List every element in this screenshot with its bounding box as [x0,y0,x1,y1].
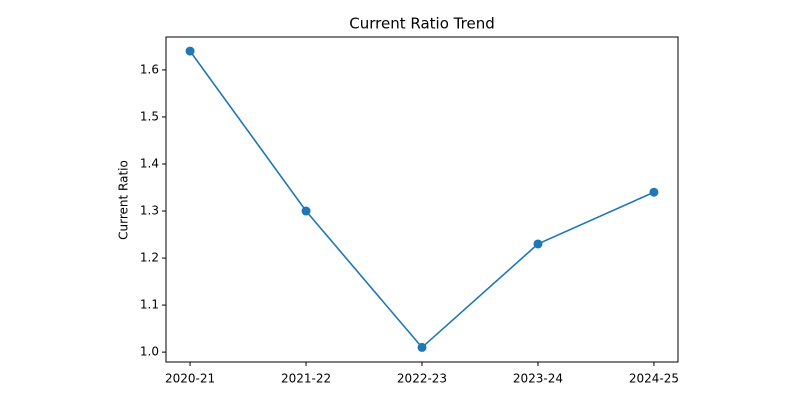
marker [301,206,311,216]
marker [649,187,659,197]
x-tick-label: 2023-24 [513,372,563,386]
chart-title: Current Ratio Trend [349,15,494,33]
x-tick-label: 2020-21 [165,372,215,386]
y-tick-label: 1.1 [140,298,159,312]
y-tick-label: 1.0 [140,345,159,359]
x-tick-label: 2022-23 [397,372,447,386]
y-tick-label: 1.4 [140,156,159,170]
marker [185,46,195,56]
y-axis-label: Current Ratio [117,160,131,240]
marker [533,239,543,249]
y-tick-label: 1.3 [140,204,159,218]
y-tick-label: 1.6 [140,62,159,76]
x-tick-label: 2024-25 [629,372,679,386]
x-tick-label: 2021-22 [281,372,331,386]
marker [417,342,427,352]
y-tick-label: 1.5 [140,109,159,123]
y-tick-label: 1.2 [140,251,159,265]
line [189,50,655,349]
plot-frame [165,36,679,363]
